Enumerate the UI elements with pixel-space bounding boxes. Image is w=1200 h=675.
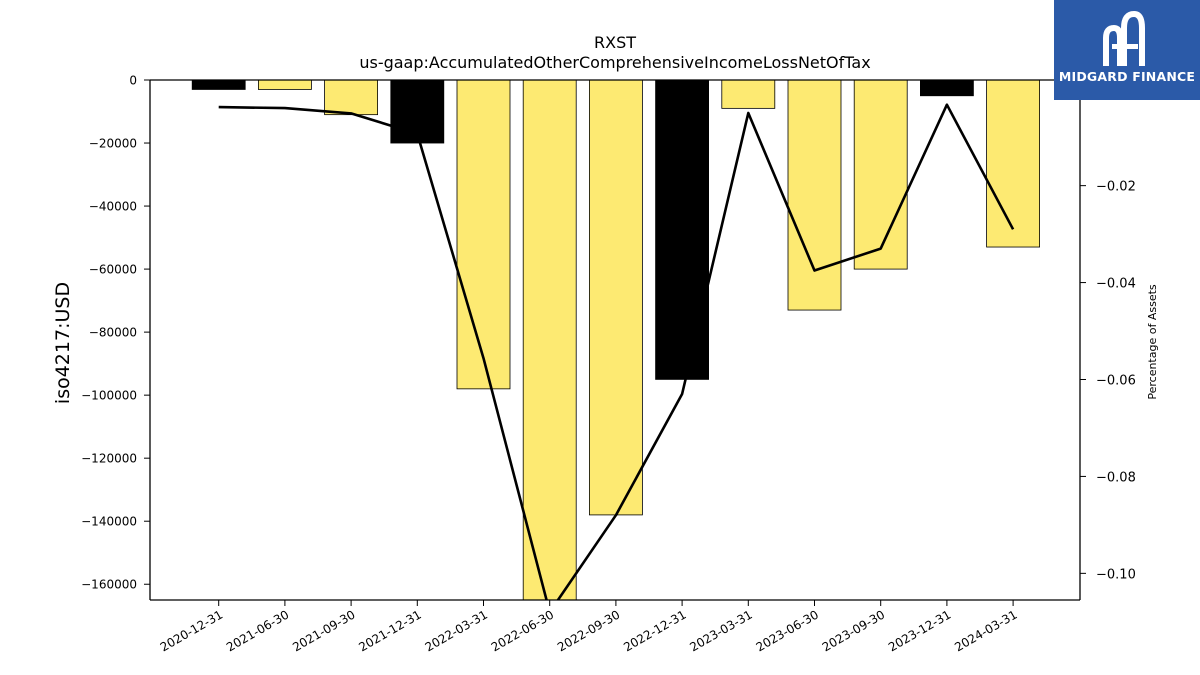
chart-title: RXST: [594, 33, 636, 52]
x-tick-label: 2021-06-30: [224, 607, 291, 654]
y2-tick-label: −0.04: [1096, 277, 1136, 292]
bar: [721, 80, 776, 109]
y-tick-label: −100000: [81, 389, 137, 403]
x-tick-label: 2022-03-31: [423, 607, 490, 654]
bar: [324, 80, 379, 116]
y-tick-label: −120000: [81, 452, 137, 466]
y-tick-label: −40000: [89, 200, 137, 214]
x-tick-label: 2021-12-31: [356, 607, 423, 654]
x-tick-label: 2023-06-30: [754, 607, 821, 654]
y2-axis-label: Percentage of Assets: [1146, 284, 1159, 400]
y-tick-label: −80000: [89, 326, 137, 340]
x-tick-label: 2022-06-30: [489, 607, 556, 654]
y2-tick-label: −0.08: [1096, 470, 1136, 485]
plot-area: 0 −20000 −40000 −60000 −80000 −100000 −120000 −…: [81, 74, 1136, 655]
y2-tick-label: −0.06: [1096, 373, 1136, 388]
chart-subtitle: us-gaap:AccumulatedOtherComprehensiveInc…: [359, 53, 870, 72]
bar: [522, 80, 577, 600]
x-tick-label: 2020-12-31: [158, 607, 225, 654]
y-axis-label: iso4217:USD: [52, 282, 74, 404]
x-tick-label: 2023-03-31: [687, 607, 754, 654]
y-tick-label: −160000: [81, 578, 137, 592]
y-tick-label: −20000: [89, 137, 137, 151]
midgard-logo-icon: [1103, 10, 1145, 66]
bar: [191, 80, 246, 90]
bar: [787, 80, 842, 311]
brand-logo: MIDGARD FINANCE: [1054, 0, 1200, 100]
bar: [456, 80, 511, 390]
y-tick-label: −60000: [89, 263, 137, 277]
y2-tick-label: −0.10: [1096, 567, 1136, 582]
bar: [920, 80, 974, 97]
bar: [589, 80, 643, 516]
y-tick-label: 0: [129, 74, 137, 88]
y-tick-label: −140000: [81, 515, 137, 529]
series-line: [218, 103, 1015, 600]
bar: [986, 80, 1040, 248]
y2-tick-label: −0.02: [1096, 180, 1136, 195]
x-tick-label: 2024-03-31: [952, 607, 1019, 654]
bar: [853, 80, 908, 270]
x-tick-label: 2022-09-30: [555, 607, 622, 654]
bar: [655, 80, 709, 380]
brand-name: MIDGARD FINANCE: [1058, 69, 1196, 84]
x-tick-label: 2021-09-30: [290, 607, 357, 654]
x-tick-label: 2023-09-30: [820, 607, 887, 654]
x-tick-label: 2022-12-31: [621, 607, 688, 654]
x-tick-label: 2023-12-31: [886, 607, 953, 654]
bar: [257, 80, 312, 90]
